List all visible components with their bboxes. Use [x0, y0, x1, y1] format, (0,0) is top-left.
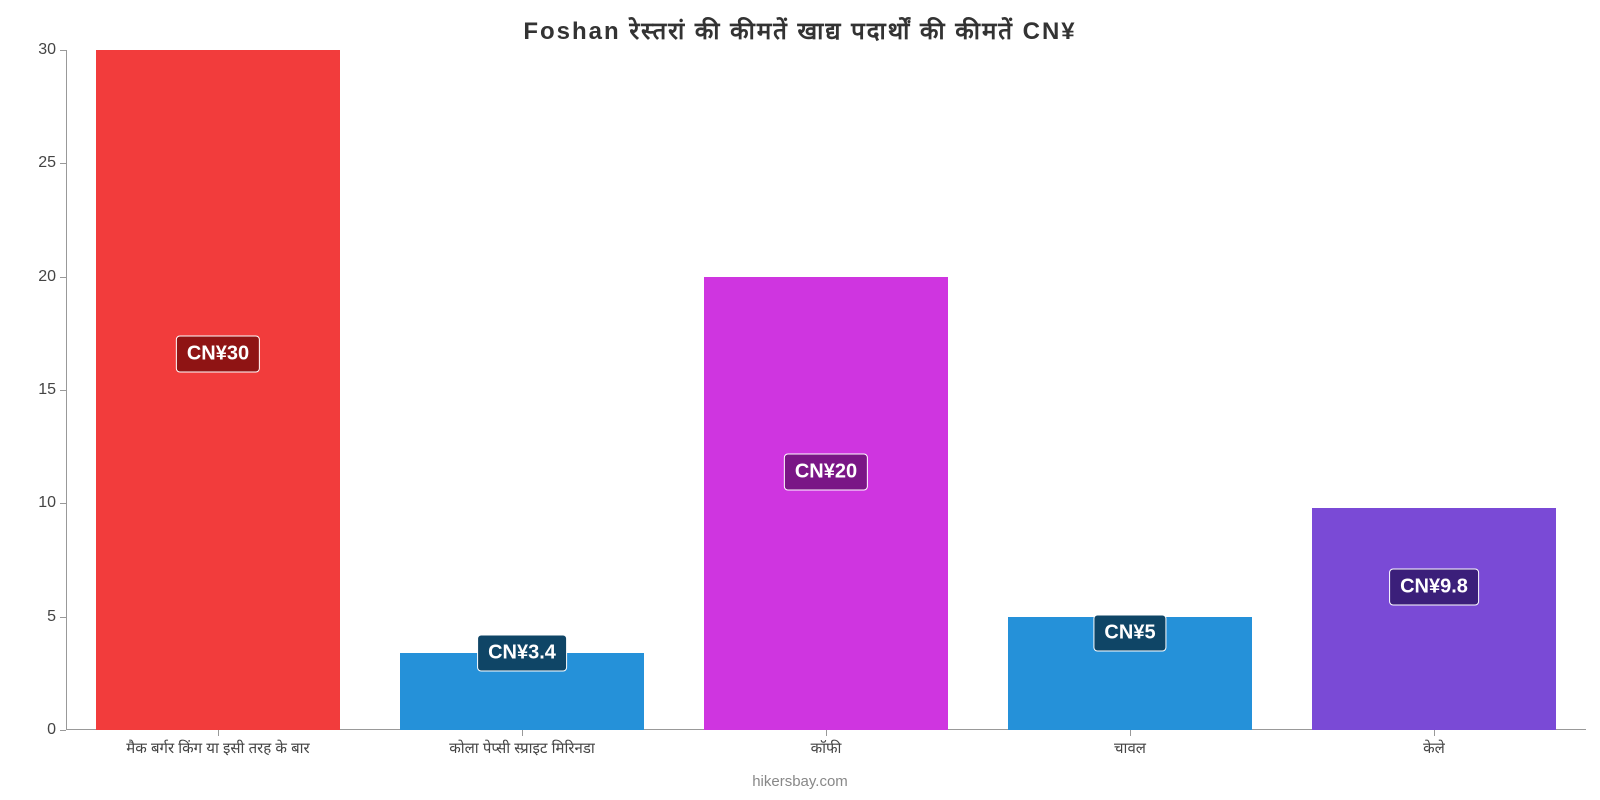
bar: [1312, 508, 1555, 730]
category-label: केले: [1282, 730, 1586, 758]
y-tick-mark: [60, 617, 66, 618]
bars-layer: CN¥30 CN¥3.4 CN¥20 CN¥5 CN¥9.8: [66, 50, 1586, 730]
y-tick-mark: [60, 163, 66, 164]
source-label: hikersbay.com: [0, 773, 1600, 790]
value-badge: CN¥30: [176, 335, 260, 372]
bar: [96, 50, 339, 730]
chart-title: Foshan रेस्तरां की कीमतें खाद्य पदार्थों…: [0, 14, 1600, 47]
value-badge: CN¥3.4: [477, 634, 567, 671]
chart-container: Foshan रेस्तरां की कीमतें खाद्य पदार्थों…: [0, 0, 1600, 800]
y-tick-mark: [60, 503, 66, 504]
category-label: कॉफी: [674, 730, 978, 758]
value-badge: CN¥20: [784, 453, 868, 490]
plot-area: CN¥30CN¥3.4CN¥20CN¥5CN¥9.8 051015202530म…: [66, 50, 1586, 730]
category-label: मैक बर्गर किंग या इसी तरह के बार: [66, 730, 370, 758]
category-label: चावल: [978, 730, 1282, 758]
y-tick-mark: [60, 277, 66, 278]
bar: [704, 277, 947, 730]
category-label: कोला पेप्सी स्प्राइट मिरिनडा: [370, 730, 674, 758]
y-tick-mark: [60, 50, 66, 51]
value-badge: CN¥9.8: [1389, 569, 1479, 606]
y-tick-mark: [60, 390, 66, 391]
value-badge: CN¥5: [1093, 614, 1166, 651]
